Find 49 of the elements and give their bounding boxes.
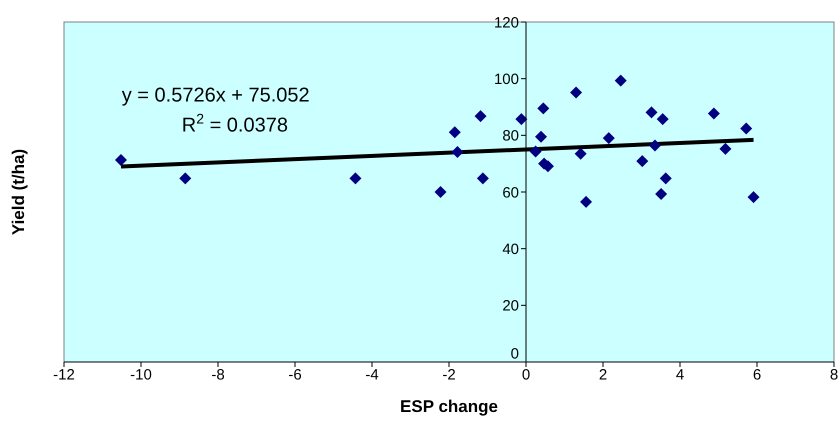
y-tick-label: 120: [494, 14, 519, 32]
point: [451, 146, 464, 158]
x-tick-label: -4: [365, 366, 379, 384]
x-tick-label: -10: [130, 366, 152, 384]
x-axis-title: ESP change: [400, 397, 498, 416]
point: [114, 154, 127, 166]
y-tick-label: 80: [502, 128, 519, 145]
point: [740, 122, 752, 135]
x-tick-label: 4: [676, 366, 684, 384]
y-axis-title: Yield (t/ha): [9, 148, 28, 236]
x-tick-label: 8: [830, 366, 838, 384]
point: [448, 126, 461, 138]
point: [476, 172, 489, 184]
point: [660, 172, 672, 184]
point: [748, 191, 760, 204]
x-tick-label: 6: [752, 366, 762, 384]
point: [656, 113, 669, 126]
x-tick-label: -8: [211, 366, 225, 384]
point: [708, 108, 720, 120]
point: [636, 155, 648, 168]
point: [614, 74, 627, 87]
y-tick-label: 100: [494, 70, 519, 88]
point: [655, 188, 668, 200]
point: [474, 110, 487, 122]
y-tick-label: 60: [502, 184, 519, 202]
point: [580, 196, 592, 208]
point: [570, 86, 582, 99]
point: [648, 140, 661, 152]
x-tick-label: -2: [442, 366, 456, 384]
point: [602, 132, 615, 144]
point: [434, 186, 447, 198]
y-tick-label: 20: [502, 298, 519, 315]
y-tick-label: 40: [502, 240, 519, 258]
x-tick-label: 0: [522, 366, 530, 384]
x-tick-label: -12: [53, 366, 75, 384]
point: [530, 145, 542, 158]
point: [646, 106, 658, 118]
point: [349, 172, 362, 184]
x-tick-label: 2: [598, 366, 608, 384]
y-tick-label: 0: [510, 345, 519, 362]
annotation: R$^{2}$ = 0.0378: [182, 110, 288, 136]
point: [574, 148, 587, 160]
point: [515, 113, 528, 126]
point: [537, 102, 550, 114]
point: [535, 130, 548, 143]
annotation: y = 0.5726x + 75.052: [122, 84, 310, 106]
x-tick-label: -6: [288, 366, 302, 384]
point: [719, 142, 732, 155]
point: [179, 172, 192, 184]
